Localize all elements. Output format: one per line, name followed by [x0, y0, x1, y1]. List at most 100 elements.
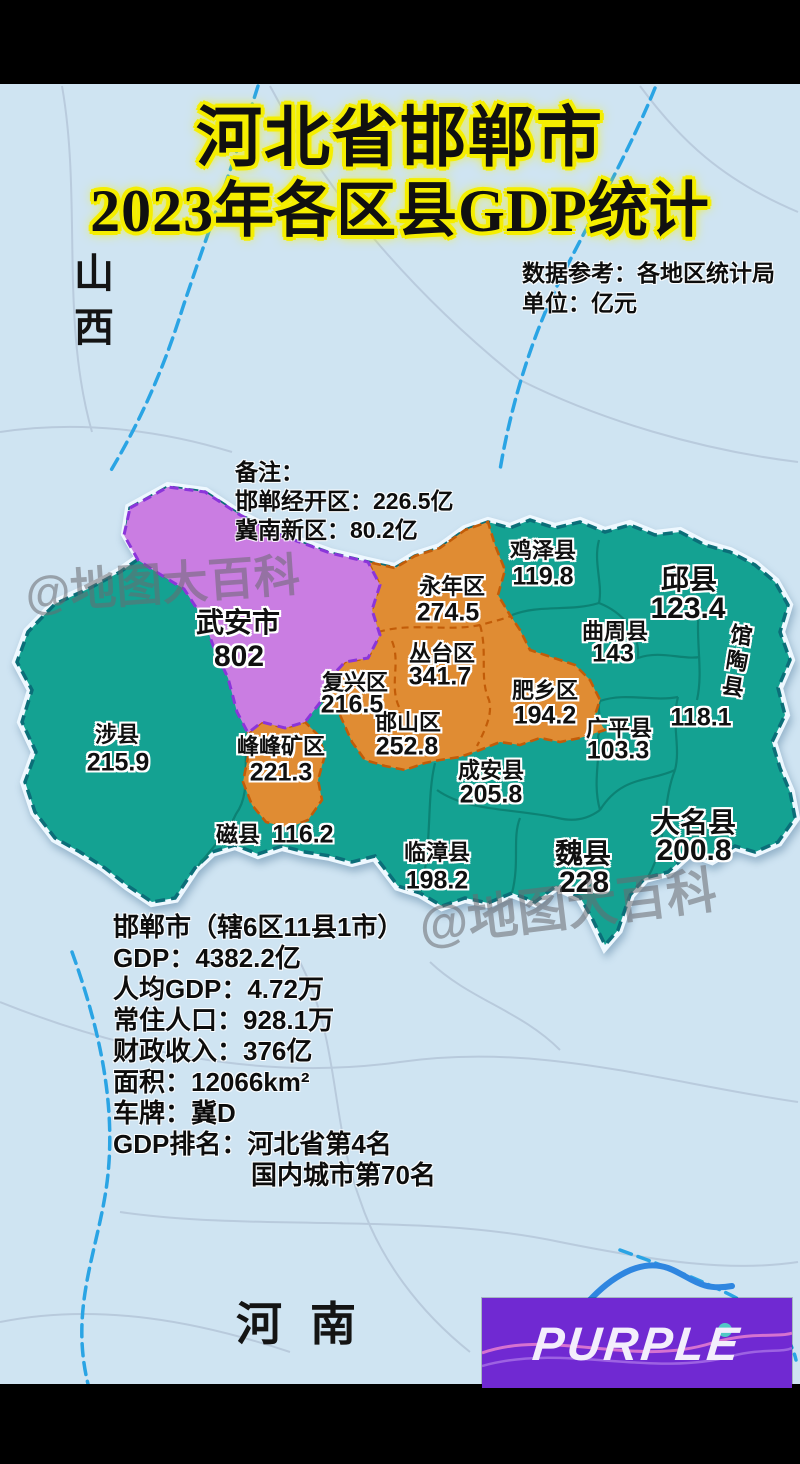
- region-gdp-value: 194.2: [513, 701, 577, 730]
- road-line: [119, 1211, 799, 1267]
- legend-note-item: 邯郸经开区：226.5亿: [235, 488, 454, 514]
- road-line: [429, 961, 561, 1051]
- city-summary-line: 常住人口：928.1万: [113, 1005, 335, 1035]
- city-summary-line: GDP排名：河北省第4名: [113, 1129, 392, 1159]
- county-border-line: [511, 601, 600, 617]
- region-name: 鸡泽县: [509, 538, 577, 563]
- region-gdp-value: 228: [558, 866, 610, 899]
- title-line2: 2023年各区县GDP统计: [90, 178, 710, 244]
- county-border-line: [595, 539, 602, 604]
- county-border-line: [598, 601, 701, 660]
- letterbox-bottom: [0, 1384, 800, 1464]
- logo-decoration: [482, 1323, 792, 1368]
- province-boundary-line: [498, 86, 657, 472]
- region-gdp-value: 118.1: [670, 703, 732, 732]
- region-gdp-value: 341.7: [408, 662, 472, 691]
- handan-city-map: [11, 481, 800, 955]
- publisher-logo: PURPLE: [482, 1298, 792, 1388]
- region-name: 邱县: [660, 564, 718, 595]
- region-name: 肥乡区: [511, 678, 579, 703]
- district-border-lines: [377, 614, 512, 747]
- city-summary-line: 国内城市第70名: [251, 1160, 436, 1190]
- road-lines: [0, 85, 799, 1353]
- legend-note-items: 邯郸经开区：226.5亿 冀南新区：80.2亿: [235, 487, 454, 545]
- region-gdp-value: 103.3: [586, 736, 650, 765]
- urban-districts-shape: [320, 520, 608, 772]
- city-summary-line: 财政收入：376亿: [113, 1036, 313, 1066]
- region-gdp-value: 274.5: [416, 598, 480, 627]
- region-name: 曲周县: [581, 619, 649, 644]
- region-gdp-value: 221.3: [249, 758, 313, 787]
- county-border-line: [599, 695, 679, 703]
- legend-note-item: 冀南新区：80.2亿: [235, 517, 418, 543]
- region-name: 广平县: [585, 716, 653, 741]
- province-boundary-line: [108, 84, 260, 474]
- legend-note-heading: 备注：: [235, 459, 304, 485]
- city-summary-line: 人均GDP：4.72万: [113, 974, 324, 1004]
- source-note-line2: 单位：亿元: [522, 290, 637, 316]
- district-border-line: [476, 624, 492, 747]
- road-line: [61, 85, 93, 433]
- region-name: 邯山区: [374, 710, 442, 735]
- county-border-line: [673, 696, 680, 771]
- road-line: [299, 961, 471, 1353]
- county-border-line: [695, 599, 702, 701]
- river-line: [585, 1262, 735, 1305]
- region-gdp-value: 215.9: [86, 748, 150, 777]
- region-gdp-value: 205.8: [459, 780, 523, 809]
- wuan-city-shape: [122, 485, 382, 736]
- region-name: 成安县: [457, 758, 525, 783]
- source-note-line1: 数据参考：各地区统计局: [522, 260, 775, 286]
- region-gdp-value: 200.8: [656, 834, 732, 867]
- logo-text: PURPLE: [529, 1316, 745, 1370]
- city-summary-line: GDP：4382.2亿: [113, 943, 301, 973]
- region-name: 峰峰矿区: [236, 734, 326, 759]
- road-line: [0, 1312, 291, 1353]
- region-gdp-value: 198.2: [405, 866, 469, 895]
- road-line: [0, 1001, 799, 1103]
- county-border-line: [647, 769, 677, 878]
- region-gdp-value: 123.4: [650, 592, 726, 625]
- county-border-lines: [197, 539, 702, 894]
- page-title: 河北省邯郸市 2023年各区县GDP统计: [0, 100, 800, 244]
- region-name: 丛台区: [408, 641, 476, 666]
- region-gdp-value: 116.2: [272, 820, 334, 849]
- title-line1: 河北省邯郸市: [196, 102, 604, 175]
- region-name: 魏县: [554, 838, 612, 869]
- region-gdp-value: 143: [592, 639, 634, 668]
- road-line: [0, 425, 233, 453]
- region-gdp-value: 119.8: [512, 562, 574, 591]
- county-border-line: [418, 762, 437, 894]
- county-border-line: [595, 735, 602, 811]
- city-summary: 邯郸市（辖6区11县1市） GDP：4382.2亿 人均GDP：4.72万 常住人口…: [113, 912, 436, 1191]
- region-gdp-value: 252.8: [375, 732, 439, 761]
- region-name: 馆陶县: [717, 621, 754, 703]
- county-border-line: [510, 817, 522, 894]
- neighbor-label-shanxi: 山西: [68, 252, 113, 360]
- logo-dot: [718, 1323, 732, 1337]
- road-line: [519, 379, 799, 463]
- city-summary-line: 面积：12066km²: [113, 1067, 310, 1097]
- region-gdp-value: 802: [213, 640, 265, 673]
- city-summary-lines: GDP：4382.2亿 人均GDP：4.72万 常住人口：928.1万 财政收入：37…: [113, 943, 436, 1191]
- region-gdp-value: 216.5: [320, 690, 384, 719]
- county-border-line: [599, 769, 676, 811]
- county-border-line: [436, 789, 601, 821]
- city-summary-header: 邯郸市（辖6区11县1市）: [113, 912, 404, 942]
- region-name: 武安市: [195, 607, 281, 638]
- county-border-line: [197, 732, 250, 867]
- region-name: 磁县: [215, 822, 261, 847]
- province-boundary-line: [70, 950, 112, 1386]
- district-border-line: [377, 614, 512, 634]
- road-line: [269, 85, 521, 381]
- legend-note: 备注： 邯郸经开区：226.5亿 冀南新区：80.2亿: [235, 458, 454, 545]
- source-note: 数据参考：各地区统计局 单位：亿元: [522, 258, 775, 318]
- neighbor-label-henan: 河南: [236, 1299, 384, 1350]
- road-line: [639, 85, 799, 213]
- district-border-line: [387, 640, 402, 721]
- region-name: 复兴区: [321, 670, 389, 695]
- city-summary-line: 车牌：冀D: [113, 1098, 236, 1128]
